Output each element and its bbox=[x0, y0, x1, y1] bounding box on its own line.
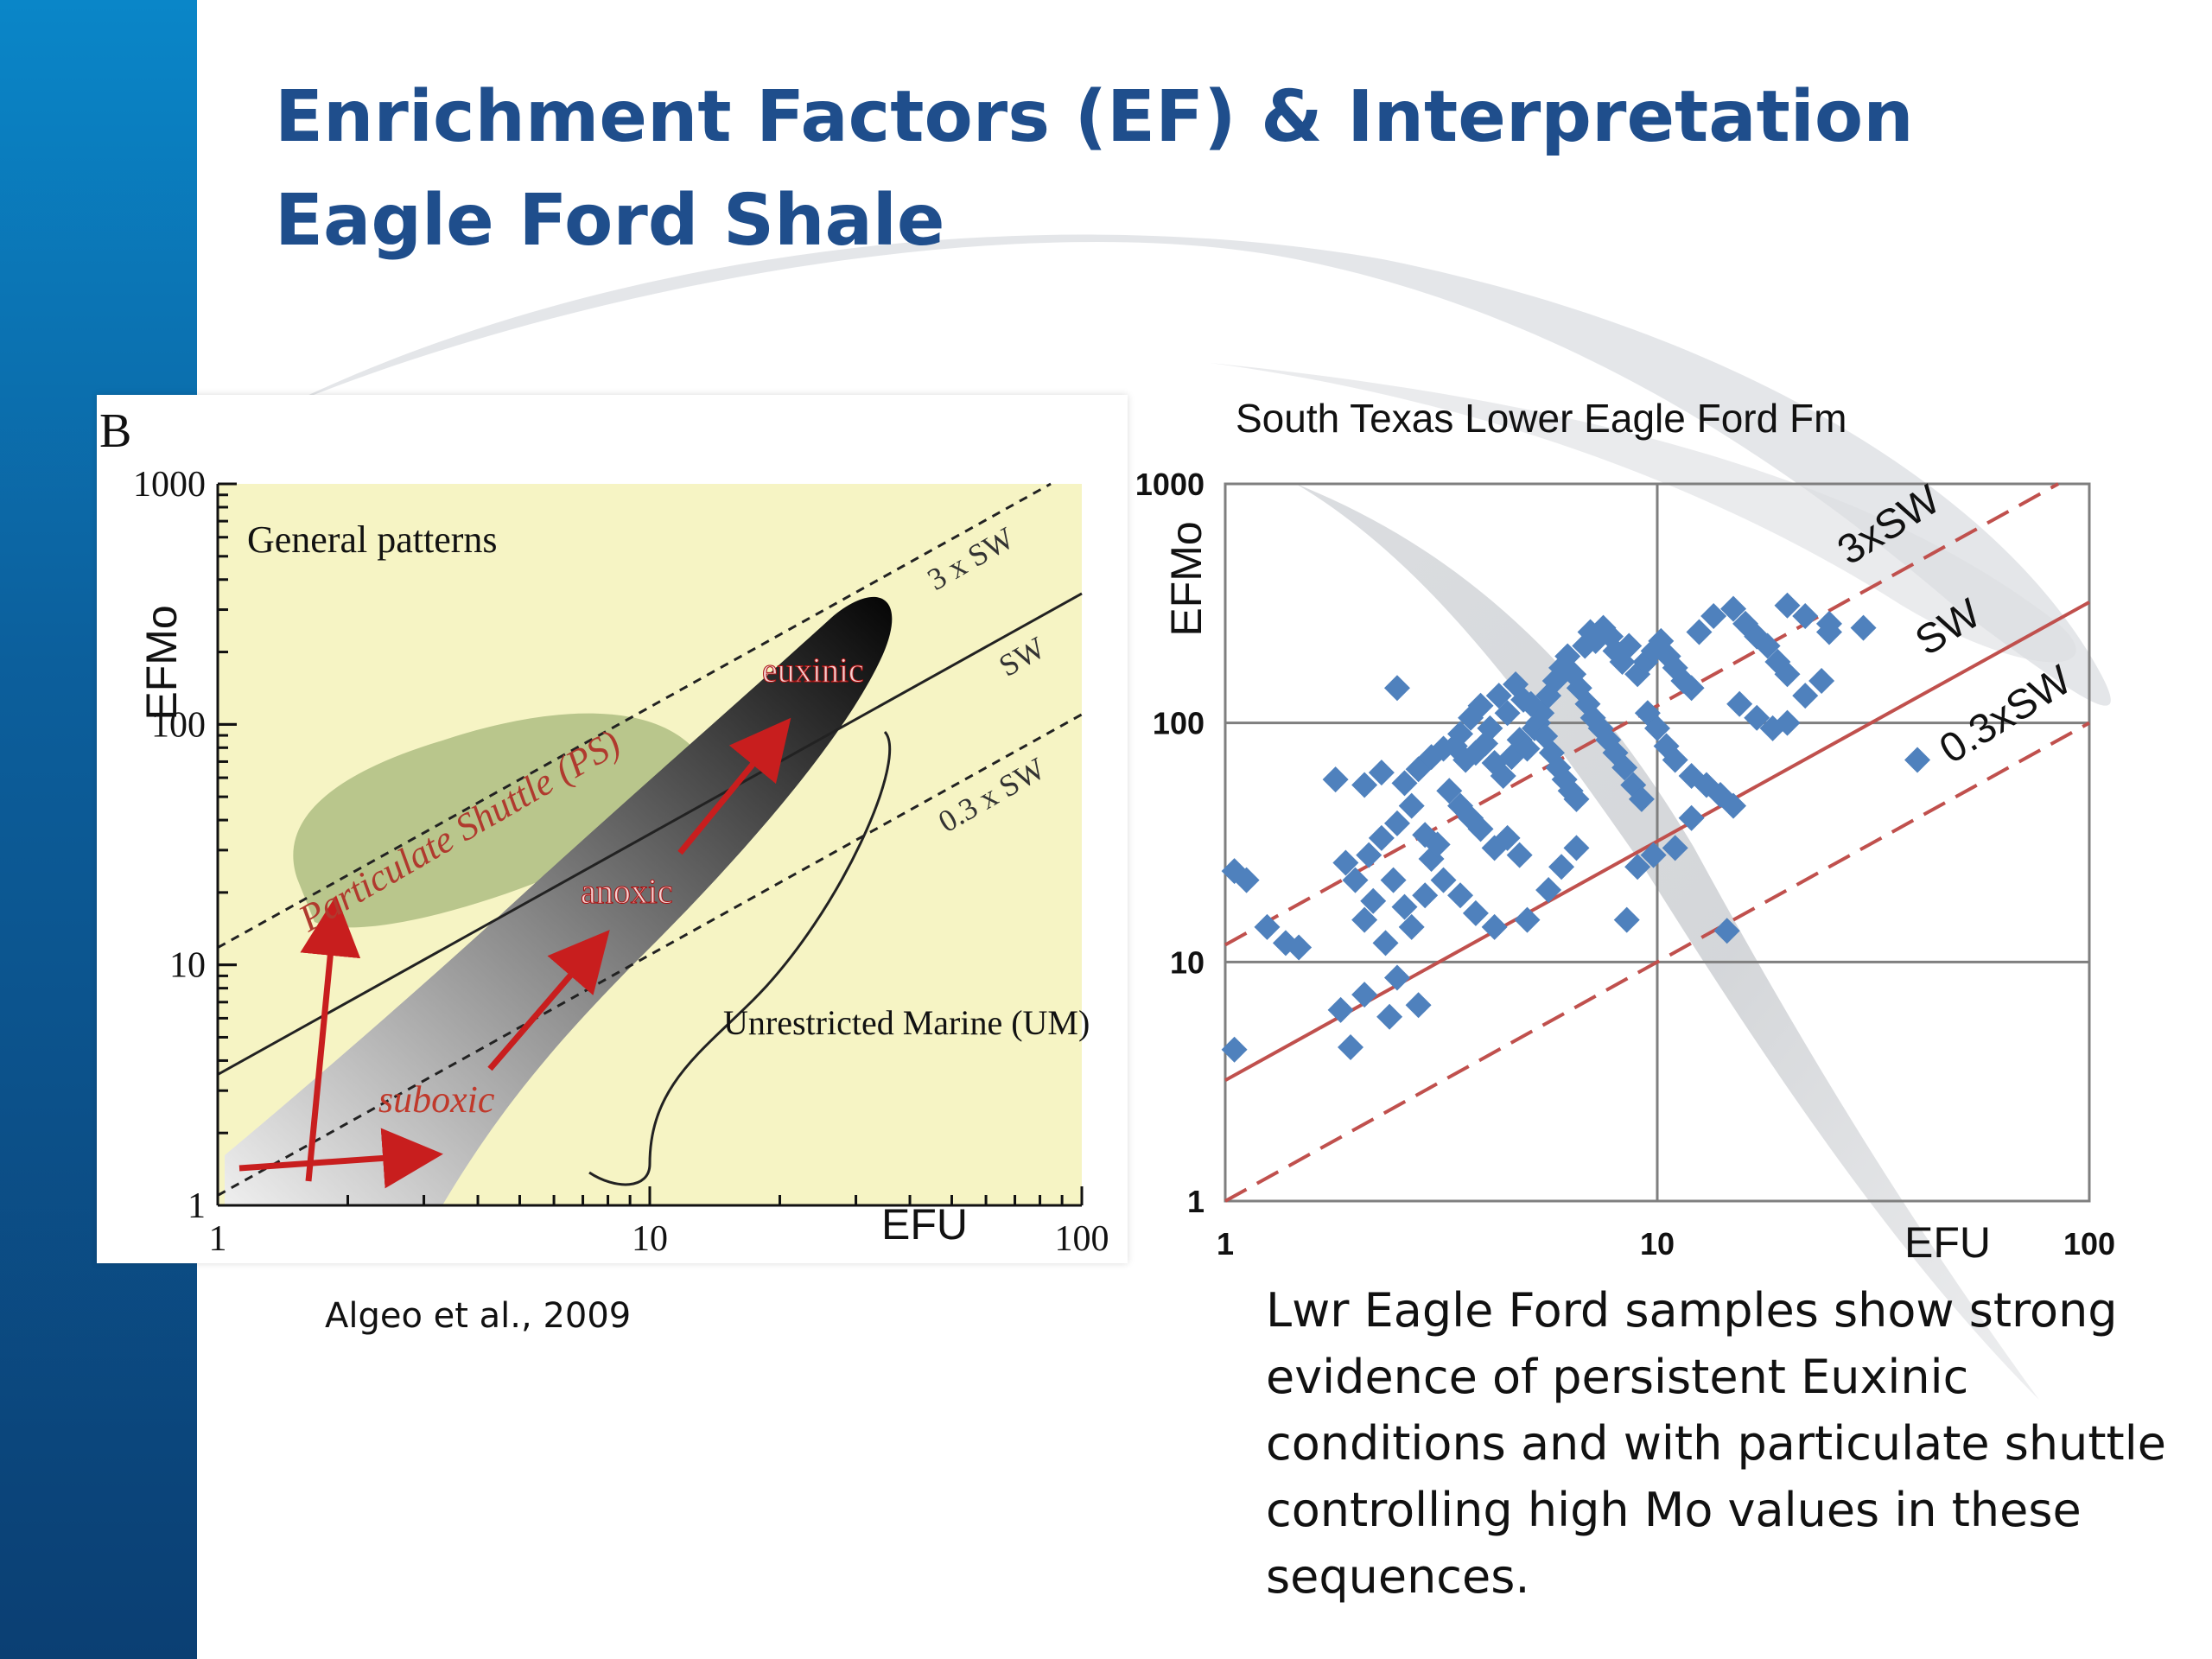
diagram-subtitle: General patterns bbox=[247, 518, 498, 561]
citation: Algeo et al., 2009 bbox=[325, 1296, 632, 1336]
stage-label-anoxic: anoxic bbox=[581, 872, 673, 911]
algeo-diagram-panel: 3 x SW SW 0.3 x SW Particulate Shuttle (PS)… bbox=[97, 395, 1128, 1263]
stage-arrow-1 bbox=[300, 895, 361, 1182]
left-x-axis-label: EFU bbox=[881, 1200, 968, 1249]
redox-gradient-band bbox=[225, 596, 893, 1205]
stage-arrow-0 bbox=[238, 1128, 443, 1189]
left-y-tick-label: 100 bbox=[151, 705, 206, 745]
panel-label: B bbox=[99, 404, 131, 458]
left-x-tick-label: 10 bbox=[632, 1219, 668, 1259]
slide-title-line2: Eagle Ford Shale bbox=[275, 180, 945, 262]
stage-arrow-3 bbox=[677, 717, 791, 855]
left-y-tick-label: 1 bbox=[188, 1186, 206, 1226]
particulate-shuttle-region bbox=[293, 713, 707, 928]
left-x-tick-label: 100 bbox=[1055, 1219, 1109, 1259]
left-x-tick-label: 1 bbox=[209, 1219, 227, 1259]
ref-line-0 bbox=[217, 482, 1052, 949]
left-y-tick-label: 1000 bbox=[133, 465, 206, 505]
um-brace bbox=[588, 730, 892, 1186]
ref-line-1 bbox=[217, 592, 1083, 1076]
stage-arrow-2 bbox=[487, 930, 610, 1071]
region-label-um: Unrestricted Marine (UM) bbox=[723, 1003, 1090, 1042]
interpretation-note: Lwr Eagle Ford samples show strong evide… bbox=[1266, 1283, 2166, 1604]
stage-label-euxinic: euxinic bbox=[762, 651, 864, 690]
stage-label-suboxic: suboxic bbox=[378, 1078, 495, 1121]
slide-title-line1: Enrichment Factors (EF) & Interpretation bbox=[275, 76, 1914, 158]
left-y-tick-label: 10 bbox=[169, 946, 206, 986]
left-y-axis-label: EFMo bbox=[137, 605, 186, 720]
